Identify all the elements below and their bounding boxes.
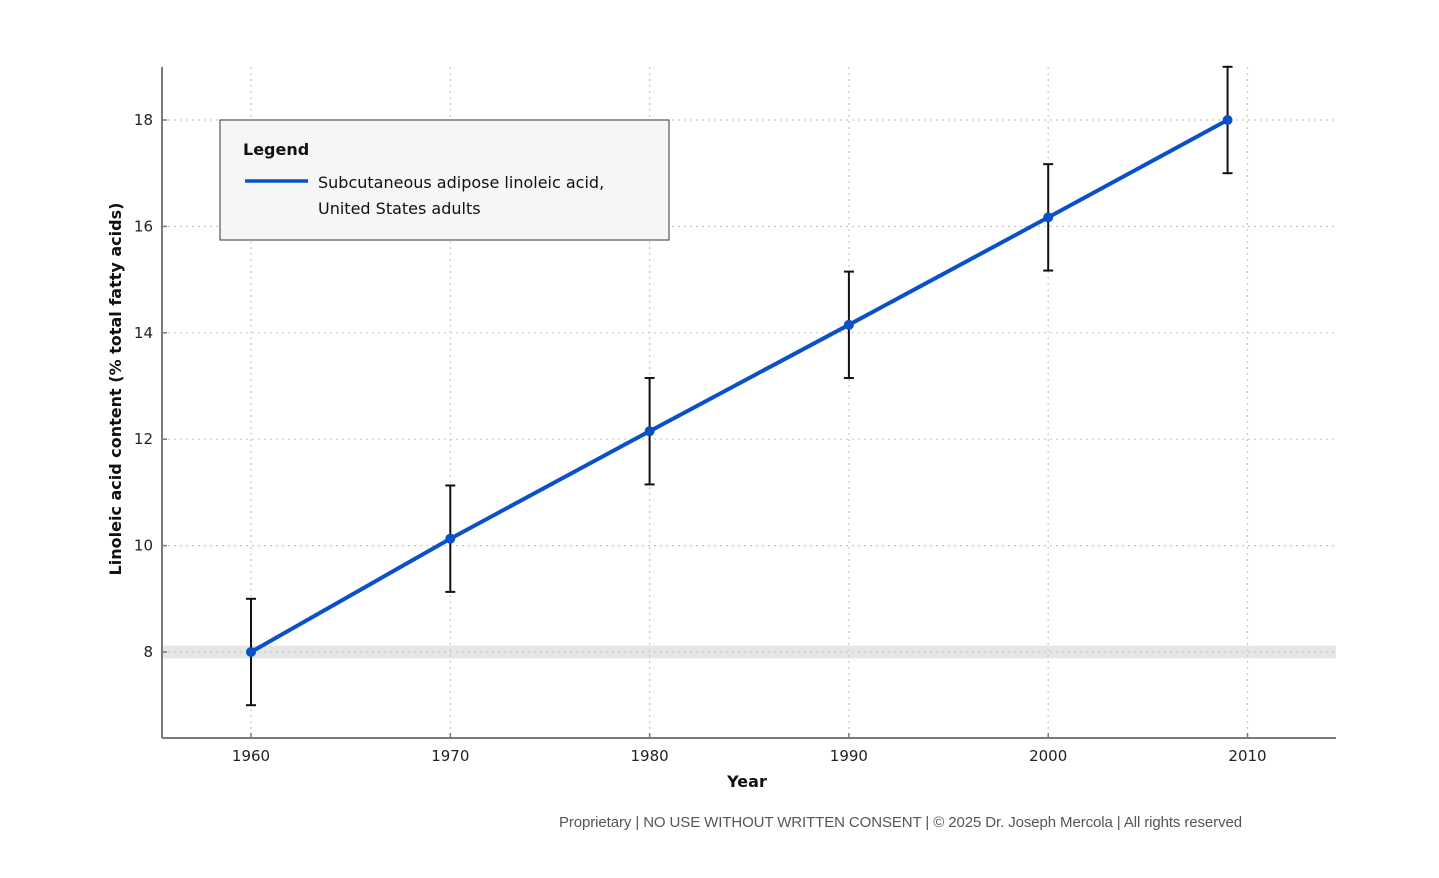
- x-axis-title: Year: [726, 772, 767, 791]
- y-tick-label: 10: [134, 537, 153, 555]
- x-axis-ticks: 1960 1970 1980 1990 2000 2010: [232, 733, 1267, 765]
- y-tick-label: 14: [134, 324, 153, 342]
- x-tick-label: 1960: [232, 747, 270, 765]
- y-tick-label: 16: [134, 217, 153, 235]
- y-tick-label: 18: [134, 111, 153, 129]
- reference-band-rect: [163, 645, 1336, 659]
- x-tick-label: 1970: [431, 747, 469, 765]
- data-point: [644, 426, 655, 437]
- y-tick-label: 12: [134, 430, 153, 448]
- legend-label-line1: Subcutaneous adipose linoleic acid,: [318, 173, 604, 192]
- axes: [161, 67, 1336, 739]
- copyright-footer: Proprietary | NO USE WITHOUT WRITTEN CON…: [559, 814, 1242, 831]
- y-axis-ticks: 8 10 12 14 16 18: [134, 111, 167, 661]
- data-point: [246, 647, 256, 657]
- data-point: [843, 319, 854, 330]
- y-tick-label: 8: [143, 643, 153, 661]
- series-line: [249, 118, 1230, 654]
- x-tick-label: 2000: [1029, 747, 1067, 765]
- legend: Legend Subcutaneous adipose linoleic aci…: [219, 119, 670, 241]
- data-markers: [246, 115, 1233, 657]
- data-point: [1043, 212, 1054, 223]
- x-tick-label: 1990: [830, 747, 868, 765]
- x-tick-label: 2010: [1228, 747, 1266, 765]
- data-point: [1222, 115, 1233, 125]
- legend-label-line2: United States adults: [318, 199, 481, 218]
- x-tick-label: 1980: [631, 747, 669, 765]
- y-axis-title: Linoleic acid content (% total fatty aci…: [106, 203, 125, 576]
- reference-band: [163, 645, 1336, 659]
- legend-title: Legend: [243, 140, 309, 159]
- data-point: [445, 533, 456, 544]
